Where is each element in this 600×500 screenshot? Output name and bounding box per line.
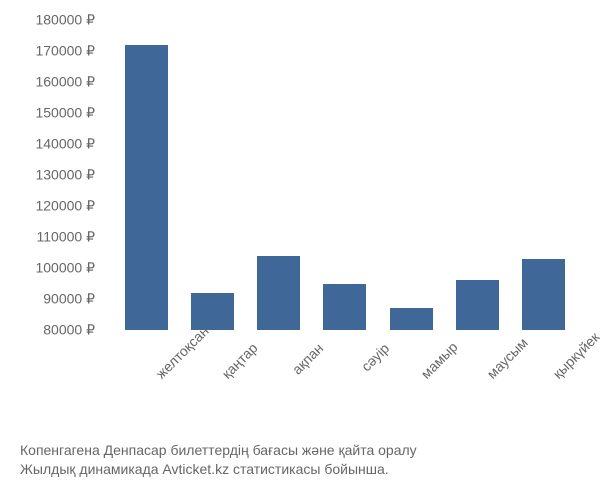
bar [390,308,433,330]
y-tick-label: 150000 ₽ [35,105,95,122]
bar [257,256,300,330]
bar [522,259,565,330]
y-tick-label: 160000 ₽ [35,74,95,91]
y-tick-label: 130000 ₽ [35,167,95,184]
y-tick-label: 170000 ₽ [35,43,95,60]
caption-line-2: Жылдық динамикада Avticket.kz статистика… [20,460,590,480]
y-tick-label: 120000 ₽ [35,198,95,215]
y-tick-label: 110000 ₽ [37,229,95,246]
y-tick-label: 90000 ₽ [43,291,95,308]
bar [456,280,499,330]
bars-group [105,20,585,330]
y-tick-label: 100000 ₽ [35,260,95,277]
y-tick-label: 80000 ₽ [43,322,95,339]
bar [323,284,366,331]
chart-container: 80000 ₽ 90000 ₽ 100000 ₽ 110000 ₽ 120000 ₽ 13… [10,10,590,490]
y-tick-label: 180000 ₽ [35,12,95,29]
x-labels-group: желтоқсанқаңтарақпансәуірмамырмаусымқырк… [105,335,585,435]
y-axis: 80000 ₽90000 ₽100000 ₽110000 ₽120000 ₽13… [10,20,100,330]
plot-area [105,20,585,330]
caption-line-1: Копенгагена Денпасар билеттердің бағасы … [20,441,590,461]
y-tick-label: 140000 ₽ [35,136,95,153]
chart-caption: Копенгагена Денпасар билеттердің бағасы … [20,441,590,480]
bar [125,45,168,330]
